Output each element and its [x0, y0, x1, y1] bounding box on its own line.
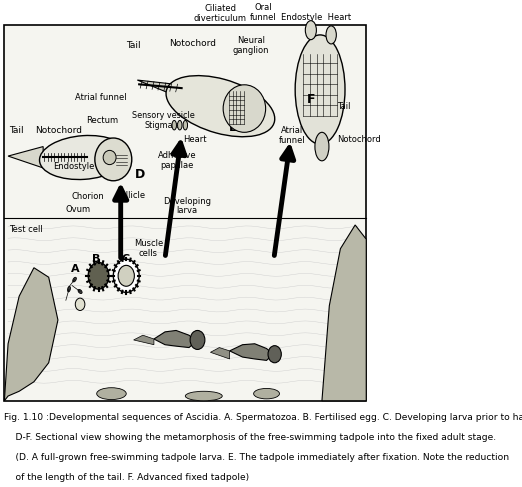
Text: Developing
larva: Developing larva — [163, 197, 211, 215]
Text: Neural
ganglion: Neural ganglion — [233, 36, 269, 55]
Text: Atrial
funnel: Atrial funnel — [279, 126, 306, 145]
Text: Fig. 1.10 :Developmental sequences of Ascidia. A. Spermatozoa. B. Fertilised egg: Fig. 1.10 :Developmental sequences of As… — [4, 412, 522, 422]
Text: Follicle: Follicle — [116, 191, 145, 200]
Ellipse shape — [185, 391, 222, 401]
Ellipse shape — [305, 20, 316, 39]
Text: D-F. Sectional view showing the metamorphosis of the free-swimming tadpole into : D-F. Sectional view showing the metamorp… — [4, 433, 496, 442]
Polygon shape — [154, 331, 196, 348]
Ellipse shape — [223, 85, 266, 132]
Ellipse shape — [172, 120, 176, 130]
Ellipse shape — [40, 135, 128, 180]
Ellipse shape — [103, 150, 116, 165]
Text: Muscle
cells: Muscle cells — [134, 240, 163, 258]
Circle shape — [88, 262, 109, 289]
Text: Ovum: Ovum — [66, 205, 91, 214]
Text: Notochord: Notochord — [337, 135, 381, 144]
Polygon shape — [4, 268, 58, 401]
Text: Tail: Tail — [9, 127, 23, 135]
Ellipse shape — [326, 26, 336, 44]
Ellipse shape — [295, 35, 345, 144]
Text: Ciliated
diverticulum: Ciliated diverticulum — [194, 4, 247, 23]
Text: Tail: Tail — [126, 41, 141, 50]
Text: Oral
funnel: Oral funnel — [250, 3, 276, 21]
Text: E: E — [229, 121, 238, 134]
Text: Rectum: Rectum — [86, 116, 118, 125]
Text: Test cell: Test cell — [9, 225, 43, 234]
Polygon shape — [8, 147, 43, 168]
Text: Endostyle: Endostyle — [53, 163, 94, 171]
Text: Chorion: Chorion — [71, 192, 104, 201]
Ellipse shape — [183, 120, 187, 130]
Text: Sensory vesicle
Stigmata: Sensory vesicle Stigmata — [132, 111, 195, 130]
Ellipse shape — [254, 389, 279, 399]
Polygon shape — [322, 225, 366, 401]
Text: F: F — [306, 93, 315, 106]
Ellipse shape — [95, 138, 132, 181]
Text: Atrial funnel: Atrial funnel — [75, 93, 126, 102]
Ellipse shape — [73, 277, 76, 282]
Text: Tail: Tail — [337, 102, 351, 111]
Ellipse shape — [97, 388, 126, 400]
Ellipse shape — [177, 120, 182, 130]
Circle shape — [75, 298, 85, 311]
FancyBboxPatch shape — [4, 25, 366, 401]
Polygon shape — [210, 348, 230, 359]
Circle shape — [118, 265, 134, 286]
Ellipse shape — [166, 75, 275, 137]
Text: C: C — [122, 254, 129, 264]
Text: Adhesive
papillae: Adhesive papillae — [158, 151, 196, 170]
Text: (D. A full-grown free-swimming tadpole larva. E. The tadpole immediately after f: (D. A full-grown free-swimming tadpole l… — [4, 453, 509, 462]
Text: B: B — [92, 254, 100, 264]
Text: Endostyle  Heart: Endostyle Heart — [281, 13, 351, 21]
Ellipse shape — [315, 132, 329, 161]
Text: Notochord: Notochord — [35, 127, 82, 135]
Polygon shape — [137, 80, 183, 99]
Text: A: A — [71, 263, 79, 274]
Polygon shape — [134, 335, 154, 345]
Ellipse shape — [67, 286, 70, 292]
Circle shape — [113, 259, 139, 292]
Text: D: D — [135, 168, 146, 181]
Ellipse shape — [78, 289, 82, 294]
Text: Heart: Heart — [184, 135, 207, 144]
Text: Notochord: Notochord — [169, 39, 216, 48]
Circle shape — [190, 331, 205, 350]
Circle shape — [268, 346, 281, 363]
Polygon shape — [230, 344, 273, 360]
Text: of the length of the tail. F. Advanced fixed tadpole): of the length of the tail. F. Advanced f… — [4, 473, 250, 482]
